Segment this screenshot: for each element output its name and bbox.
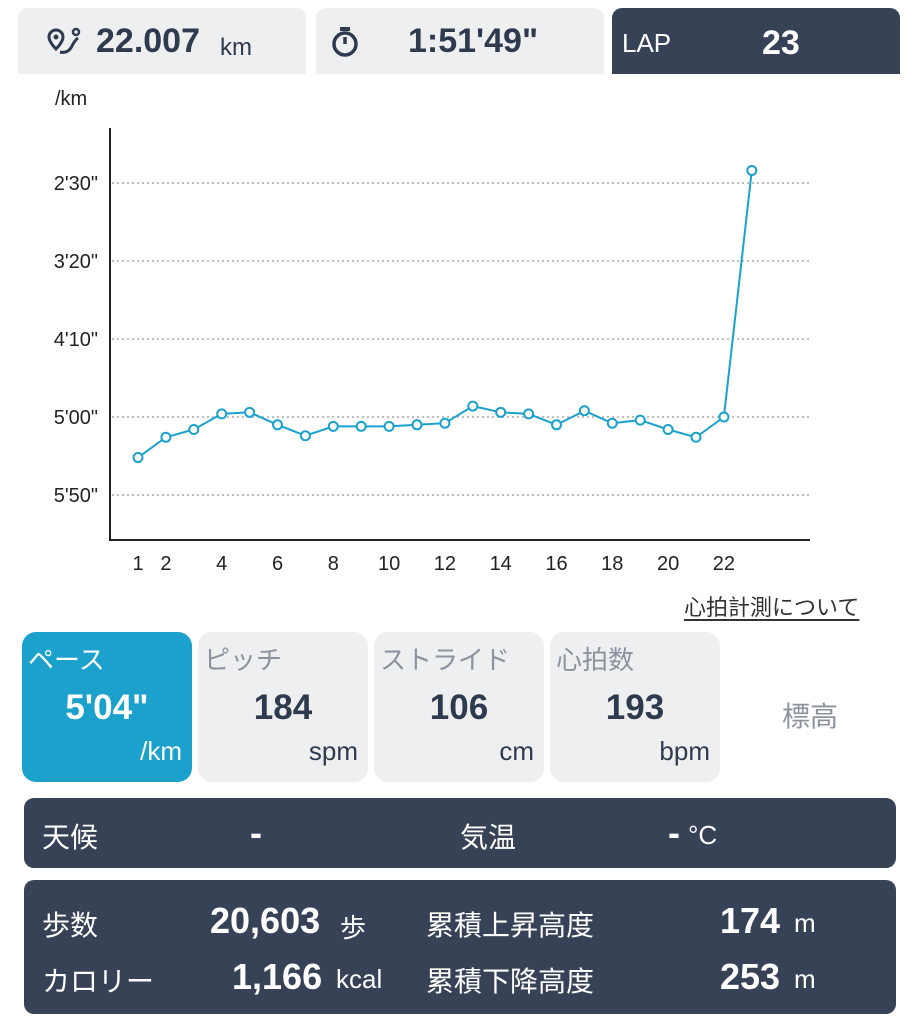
pace-point	[662, 423, 674, 435]
metric-label: ピッチ	[204, 646, 283, 676]
descent-label: 累積下降高度	[426, 965, 595, 998]
metric-unit: cm	[499, 736, 534, 766]
pace-point	[188, 423, 200, 435]
pace-point	[495, 406, 507, 418]
pace-point	[523, 408, 535, 420]
metric-label: ストライド	[380, 646, 511, 676]
pace-point	[746, 165, 758, 177]
x-tick-label: 18	[601, 553, 623, 575]
x-tick-label: 2	[160, 553, 171, 575]
pace-point	[439, 417, 451, 429]
summary-panel: 歩数 20,603 歩 累積上昇高度 174 m カロリー 1,166 kcal…	[24, 880, 896, 1014]
steps-value: 20,603	[210, 900, 321, 941]
stopwatch-icon	[332, 27, 358, 57]
steps-unit: 歩	[340, 913, 367, 943]
pace-point	[327, 420, 339, 432]
pace-point	[634, 414, 646, 426]
x-tick-label: 16	[545, 553, 567, 575]
pace-point	[299, 430, 311, 442]
x-tick-label: 6	[272, 553, 283, 575]
temperature-value: -	[668, 812, 680, 853]
weather-label: 天候	[42, 821, 99, 854]
y-tick-label: 2'30"	[54, 173, 98, 195]
pace-point	[606, 417, 618, 429]
y-tick-label: 5'00"	[54, 407, 98, 429]
distance-box: 22.007 km	[18, 8, 306, 74]
pace-point	[132, 452, 144, 464]
descent-unit: m	[794, 964, 816, 994]
x-tick-label: 10	[378, 553, 400, 575]
x-tick-label: 4	[216, 553, 227, 575]
pace-point	[244, 406, 256, 418]
pace-point	[467, 400, 479, 412]
metric-card-stride[interactable]: ストライド 106 cm	[374, 632, 544, 782]
weather-value: -	[250, 812, 262, 853]
lap-value: 23	[762, 24, 800, 62]
pace-chart: /km 2'30" 3'20" 4'10" 5'00" 5'50" 1 2 4 6 8 10 12 1…	[54, 88, 810, 575]
metric-value: 106	[429, 688, 489, 727]
y-axis-unit: /km	[55, 88, 87, 110]
metric-card-heart-rate[interactable]: 心拍数 193 bpm	[550, 632, 720, 782]
time-box: 1:51'49"	[316, 8, 604, 74]
pace-point	[216, 408, 228, 420]
pace-series-line	[137, 170, 753, 459]
x-tick-label: 20	[657, 553, 679, 575]
metric-value: 193	[605, 688, 665, 727]
x-tick-label: 14	[490, 553, 512, 575]
metric-unit: /km	[140, 736, 182, 766]
calories-unit: kcal	[336, 964, 383, 994]
temperature-label: 気温	[460, 821, 517, 854]
heart-rate-measurement-link[interactable]: 心拍計測について	[684, 596, 860, 621]
distance-unit: km	[220, 34, 252, 61]
metric-value: 5'04"	[65, 688, 149, 727]
pace-point	[690, 431, 702, 443]
calories-value: 1,166	[232, 956, 323, 997]
metric-label: ペース	[28, 646, 105, 676]
metric-value: 184	[253, 688, 313, 727]
ascent-value: 174	[720, 900, 781, 941]
weather-panel: 天候 - 気温 - °C	[24, 798, 896, 868]
steps-label: 歩数	[42, 909, 99, 942]
x-tick-label: 22	[713, 553, 735, 575]
x-tick-label: 8	[328, 553, 339, 575]
distance-value: 22.007	[96, 22, 200, 60]
pace-point	[355, 420, 367, 432]
x-tick-label: 1	[132, 553, 143, 575]
temperature-unit: °C	[688, 820, 718, 850]
ascent-unit: m	[794, 908, 816, 938]
y-tick-label: 4'10"	[54, 329, 98, 351]
lap-label: LAP	[622, 28, 672, 58]
pace-point	[272, 419, 283, 431]
pace-point	[551, 419, 562, 431]
route-pin-icon	[47, 27, 81, 54]
time-value: 1:51'49"	[408, 22, 539, 60]
metric-card-pitch[interactable]: ピッチ 184 spm	[198, 632, 368, 782]
pace-point	[411, 419, 423, 431]
metric-tab-elevation[interactable]: 標高	[782, 700, 839, 733]
y-tick-label: 5'50"	[54, 485, 98, 507]
pace-point	[383, 420, 395, 432]
calories-label: カロリー	[42, 965, 155, 998]
descent-value: 253	[720, 956, 781, 997]
lap-box: LAP 23	[612, 8, 900, 74]
metric-unit: bpm	[659, 736, 710, 766]
metric-card-pace[interactable]: ペース 5'04" /km	[22, 632, 192, 782]
y-tick-label: 3'20"	[54, 251, 98, 273]
pace-point	[718, 411, 730, 423]
metric-label: 心拍数	[556, 646, 635, 676]
pace-point	[578, 405, 590, 417]
ascent-label: 累積上昇高度	[426, 909, 595, 942]
x-tick-label: 12	[434, 553, 456, 575]
metric-unit: spm	[308, 736, 358, 766]
pace-point	[160, 431, 172, 443]
